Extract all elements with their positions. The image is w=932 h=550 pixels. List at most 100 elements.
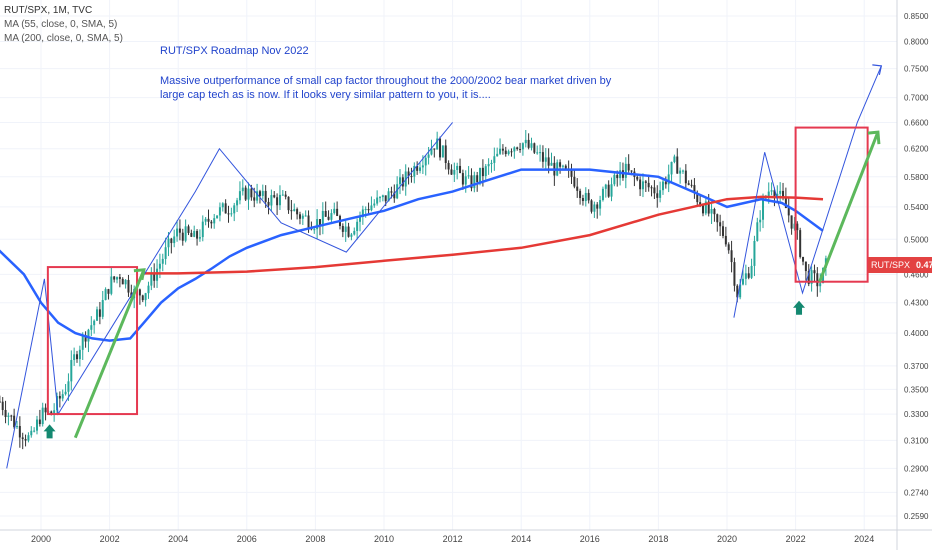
candle-body <box>1 401 4 410</box>
candle-body <box>256 191 259 201</box>
candle-body <box>204 218 207 222</box>
chart-legend: RUT/SPX, 1M, TVC MA (55, close, 0, SMA, … <box>4 4 123 46</box>
candle-body <box>290 210 293 212</box>
candle-body <box>367 209 370 211</box>
candle-body <box>733 262 736 286</box>
candle-body <box>564 165 567 169</box>
candle-body <box>344 226 347 232</box>
candle-body <box>481 167 484 177</box>
candle-body <box>296 209 299 215</box>
x-tick-label: 2014 <box>511 534 531 544</box>
candle-body <box>15 426 18 428</box>
candle-body <box>779 190 782 194</box>
x-tick-label: 2016 <box>580 534 600 544</box>
candle-body <box>210 221 213 224</box>
candle-body <box>218 207 221 216</box>
candle-body <box>619 170 622 179</box>
candle-body <box>207 218 210 222</box>
candle-body <box>450 169 453 175</box>
candle-body <box>250 188 253 198</box>
candle-body <box>653 187 656 194</box>
ma200-line <box>143 195 824 275</box>
candle-body <box>656 193 659 198</box>
candle-body <box>193 231 196 237</box>
candle-body <box>213 218 216 224</box>
candle-body <box>464 176 467 185</box>
candle-body <box>393 192 396 199</box>
candlestick-series <box>0 129 827 450</box>
y-tick-label: 0.2590 <box>904 512 929 521</box>
highlight-box <box>794 126 869 283</box>
candle-body <box>762 197 765 220</box>
candle-body <box>436 138 439 150</box>
candle-body <box>667 174 670 185</box>
price-tag-symbol: RUT/SPX <box>871 260 911 270</box>
candle-body <box>341 225 344 232</box>
candle-body <box>201 221 204 238</box>
candle-body <box>281 194 284 196</box>
candle-body <box>416 165 419 171</box>
candle-body <box>401 177 404 187</box>
candle-body <box>381 195 384 198</box>
candle-body <box>742 278 745 285</box>
candle-body <box>76 354 79 360</box>
candle-body <box>38 419 41 425</box>
candle-body <box>544 157 547 162</box>
candle-body <box>799 230 802 257</box>
chart-grid <box>0 0 897 530</box>
candle-body <box>807 271 810 284</box>
candle-body <box>287 196 290 211</box>
candle-body <box>770 190 773 192</box>
candle-body <box>670 161 673 175</box>
candle-body <box>530 143 533 148</box>
candle-body <box>73 354 76 361</box>
candle-body <box>433 148 436 150</box>
candle-body <box>90 325 93 330</box>
candle-body <box>276 197 279 206</box>
y-tick-label: 0.4000 <box>904 329 929 338</box>
candle-body <box>696 193 699 203</box>
candle-body <box>504 150 507 155</box>
y-tick-label: 0.8000 <box>904 38 929 47</box>
candle-body <box>690 184 693 186</box>
candle-body <box>238 191 241 201</box>
candle-body <box>70 360 73 382</box>
candle-body <box>536 152 539 154</box>
candle-body <box>347 226 350 237</box>
candle-body <box>453 169 456 175</box>
candle-body <box>521 143 524 150</box>
candle-body <box>507 151 510 155</box>
y-tick-label: 0.7500 <box>904 65 929 74</box>
candle-body <box>30 430 33 436</box>
candle-body <box>241 187 244 192</box>
candle-body <box>141 295 144 301</box>
candle-body <box>593 204 596 212</box>
candle-body <box>144 293 147 301</box>
candle-body <box>487 164 490 167</box>
ma55-line <box>0 168 824 342</box>
x-tick-label: 2010 <box>374 534 394 544</box>
candle-body <box>127 279 130 293</box>
candle-body <box>121 278 124 285</box>
symbol-title: RUT/SPX, 1M, TVC <box>4 5 93 16</box>
candle-body <box>644 181 647 183</box>
candle-body <box>358 216 361 222</box>
candle-body <box>161 258 164 264</box>
candle-body <box>747 273 750 278</box>
x-tick-label: 2020 <box>717 534 737 544</box>
price-tag-value: 0.4715 <box>916 260 932 270</box>
candle-body <box>353 230 356 235</box>
candle-body <box>441 145 444 158</box>
candle-body <box>519 149 522 151</box>
green-arrowhead <box>133 268 146 281</box>
candle-body <box>407 171 410 177</box>
candle-body <box>493 156 496 163</box>
candle-body <box>35 419 38 431</box>
candle-body <box>510 151 513 153</box>
candle-body <box>604 184 607 189</box>
candle-body <box>116 277 119 280</box>
candle-body <box>258 191 261 196</box>
candle-body <box>64 391 67 395</box>
candle-body <box>479 167 482 183</box>
